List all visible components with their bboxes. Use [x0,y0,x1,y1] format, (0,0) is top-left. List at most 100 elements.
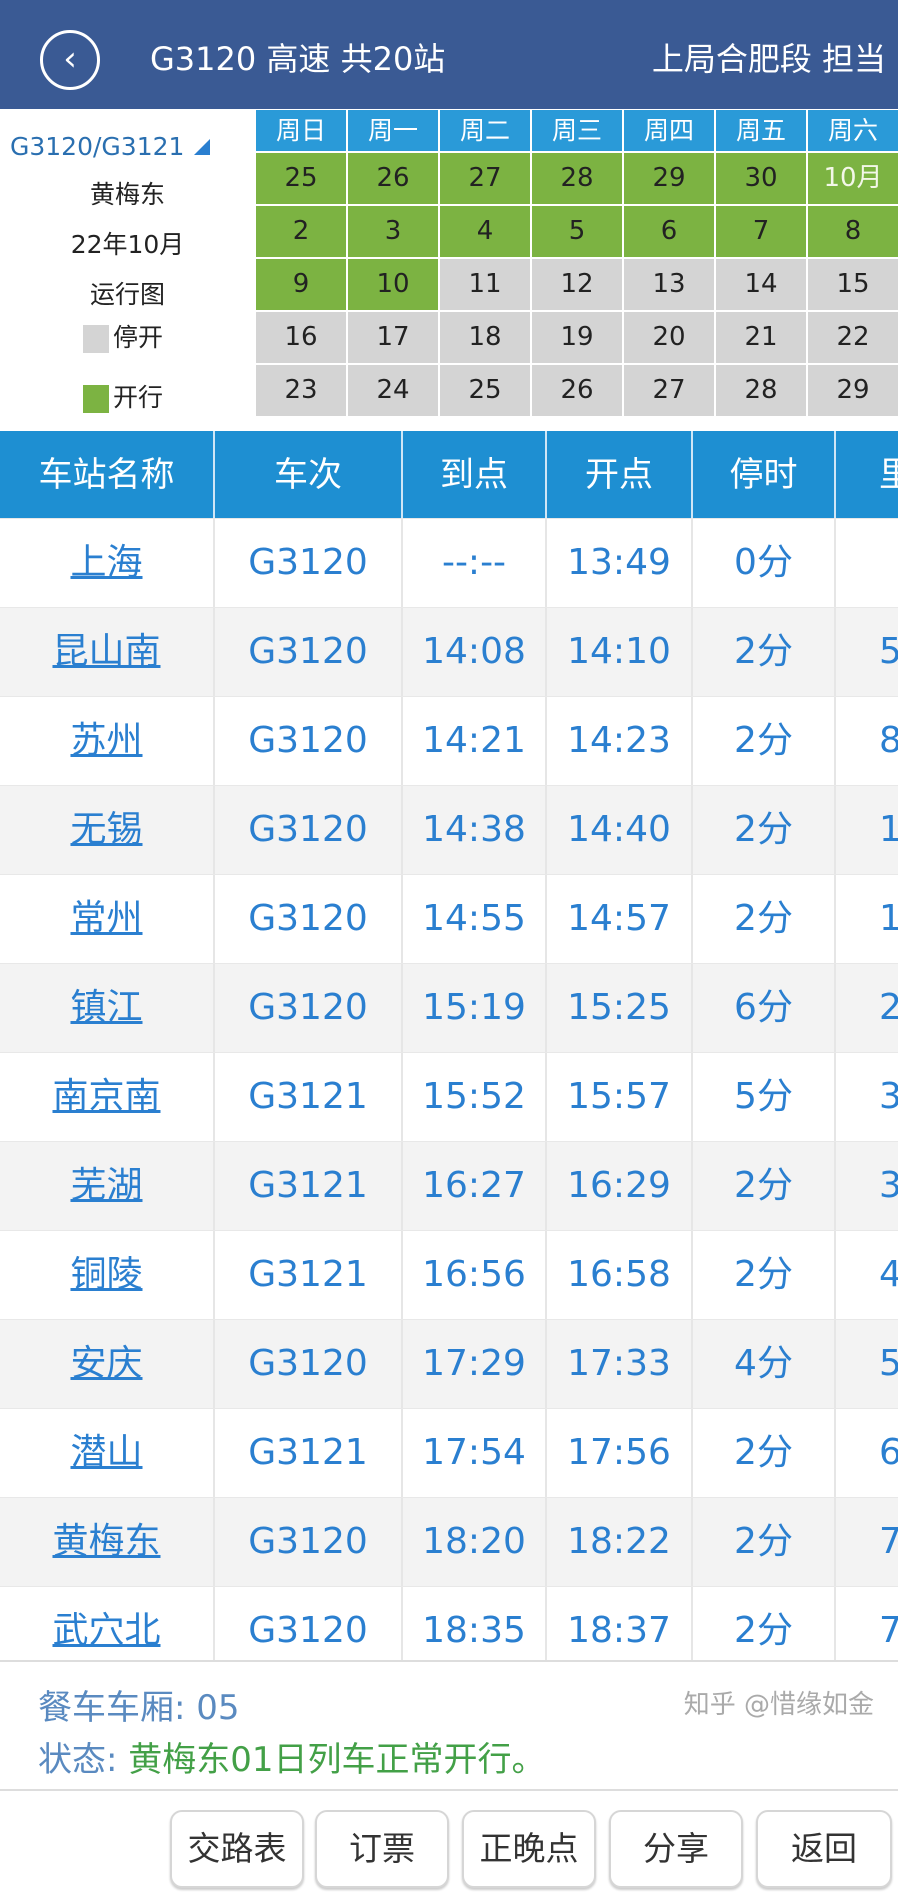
calendar-day[interactable]: 13 [624,259,714,310]
calendar-day[interactable]: 28 [716,365,806,416]
calendar-day[interactable]: 15 [808,259,898,310]
calendar-day[interactable]: 23 [256,365,346,416]
calendar-day[interactable]: 7 [716,206,806,257]
calendar-day[interactable]: 26 [532,365,622,416]
departure-time: 14:23 [547,697,693,785]
dining-car: 餐车车厢: 05 [38,1680,240,1729]
calendar-day[interactable]: 27 [440,153,530,204]
calendar-day[interactable]: 27 [624,365,714,416]
table-row: 上海 G3120 --:-- 13:49 0分 [0,519,898,608]
chart-label: 运行图 [89,280,165,309]
calendar-day[interactable]: 5 [532,206,622,257]
calendar-day[interactable]: 25 [256,153,346,204]
book-ticket-button[interactable]: 订票 [315,1810,449,1888]
arrival-time: 17:29 [403,1320,547,1408]
departure-time: 14:40 [547,786,693,874]
calendar-day[interactable]: 26 [348,153,438,204]
arrival-time: 14:08 [403,608,547,696]
calendar-day[interactable]: 28 [532,153,622,204]
return-button[interactable]: 返回 [756,1810,892,1888]
calendar-day[interactable]: 9 [256,259,346,310]
route-table-button[interactable]: 交路表 [170,1810,304,1888]
stop-duration: 0分 [693,519,836,607]
train-number: G3121 [215,1409,403,1497]
calendar-day[interactable]: 18 [440,312,530,363]
calendar-day[interactable]: 16 [256,312,346,363]
station-link[interactable]: 无锡 [0,786,215,874]
column-header: 开点 [547,431,693,518]
back-button[interactable]: ‹ [40,30,100,90]
calendar-day[interactable]: 11 [440,259,530,310]
stop-duration: 2分 [693,1409,836,1497]
calendar-day[interactable]: 29 [624,153,714,204]
stop-duration: 2分 [693,1587,836,1660]
departure-time: 13:49 [547,519,693,607]
calendar-day[interactable]: 22 [808,312,898,363]
calendar-day[interactable]: 3 [348,206,438,257]
calendar-day[interactable]: 17 [348,312,438,363]
column-header: 车次 [215,431,403,518]
station-link[interactable]: 潜山 [0,1409,215,1497]
share-button[interactable]: 分享 [609,1810,743,1888]
distance: 4 [836,1231,898,1319]
calendar-day[interactable]: 10月 [808,153,898,204]
station-link[interactable]: 武穴北 [0,1587,215,1660]
train-number: G3120 [215,1587,403,1660]
station-link[interactable]: 常州 [0,875,215,963]
stop-duration: 2分 [693,1498,836,1586]
station-link[interactable]: 上海 [0,519,215,607]
legend-on: 开行 [83,378,163,414]
departure-time: 15:57 [547,1053,693,1141]
calendar-day[interactable]: 30 [716,153,806,204]
train-selector-label: G3120/G3121 [10,132,185,161]
station-link[interactable]: 铜陵 [0,1231,215,1319]
calendar-day[interactable]: 14 [716,259,806,310]
dropdown-triangle-icon [194,139,211,155]
calendar-day[interactable]: 12 [532,259,622,310]
train-number: G3120 [215,697,403,785]
station-link[interactable]: 苏州 [0,697,215,785]
arrival-time: 17:54 [403,1409,547,1497]
calendar-day[interactable]: 21 [716,312,806,363]
station-link[interactable]: 南京南 [0,1053,215,1141]
calendar-day[interactable]: 24 [348,365,438,416]
calendar-day[interactable]: 6 [624,206,714,257]
punctuality-button[interactable]: 正晚点 [462,1810,596,1888]
station-link[interactable]: 安庆 [0,1320,215,1408]
station-link[interactable]: 昆山南 [0,608,215,696]
station-link[interactable]: 芜湖 [0,1142,215,1230]
calendar-day[interactable]: 20 [624,312,714,363]
distance: 3 [836,1053,898,1141]
month-label: 22年10月 [70,230,185,259]
distance: 1 [836,875,898,963]
calendar-day[interactable]: 25 [440,365,530,416]
calendar-day[interactable]: 10 [348,259,438,310]
calendar-day[interactable]: 4 [440,206,530,257]
train-number: G3121 [215,1142,403,1230]
train-number: G3121 [215,1053,403,1141]
table-header: 车站名称车次到点开点停时里 [0,431,898,519]
distance: 2 [836,964,898,1052]
station-link[interactable]: 黄梅东 [0,1498,215,1586]
weekday-header: 周四 [624,110,714,151]
train-number: G3120 [215,1498,403,1586]
arrival-time: 15:52 [403,1053,547,1141]
calendar-day[interactable]: 2 [256,206,346,257]
calendar-day[interactable]: 19 [532,312,622,363]
departure-time: 16:58 [547,1231,693,1319]
train-number: G3121 [215,1231,403,1319]
station-link[interactable]: 镇江 [0,964,215,1052]
stop-duration: 2分 [693,786,836,874]
stop-duration: 2分 [693,608,836,696]
calendar-day[interactable]: 8 [808,206,898,257]
train-selector[interactable]: G3120/G3121 [10,132,211,161]
calendar-day[interactable]: 29 [808,365,898,416]
